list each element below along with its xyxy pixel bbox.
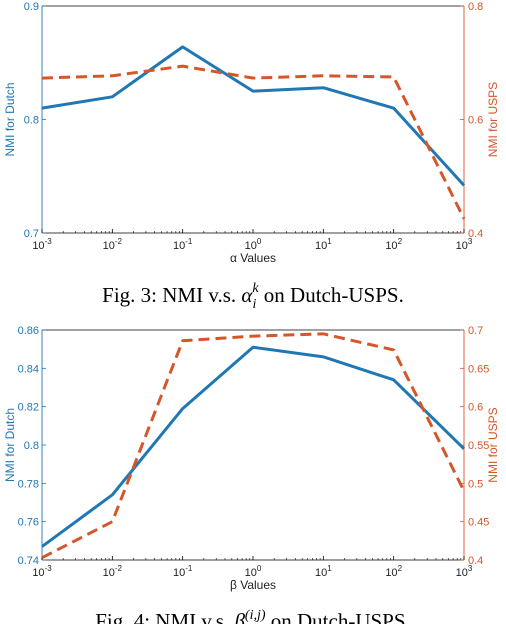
x-tick-label: 101 <box>315 564 332 579</box>
y-left-tick-label: 0.7 <box>24 228 39 240</box>
y-right-tick-label: 0.65 <box>468 363 489 375</box>
y-right-tick-label: 0.45 <box>468 517 489 529</box>
x-tick-exponent: 1 <box>327 237 332 246</box>
x-tick-label: 100 <box>245 237 262 252</box>
usps-series-line <box>41 332 466 560</box>
caption-symbol: β <box>233 609 245 624</box>
x-tick-exponent: -3 <box>45 237 53 246</box>
x-tick-label: 100 <box>245 564 262 579</box>
y-left-tick-label: 0.82 <box>18 402 39 414</box>
y-right-axis-label: NMI for USPS <box>486 82 500 157</box>
caption-symbol: α <box>241 283 253 307</box>
x-tick-base: 10 <box>103 567 115 579</box>
x-tick-base: 10 <box>173 240 185 252</box>
y-right-tick-label: 0.5 <box>468 478 483 490</box>
y-right-axis-label: NMI for USPS <box>486 407 500 482</box>
dutch-series-line <box>41 45 466 187</box>
x-tick-exponent: 3 <box>468 564 473 573</box>
figure-caption: Fig. 4: NMI v.s. β(i,j) on Dutch-USPS. <box>95 608 411 624</box>
y-left-tick-label: 0.8 <box>24 115 39 127</box>
y-right-tick-label: 0.4 <box>468 555 483 567</box>
x-tick-base: 10 <box>173 567 185 579</box>
caption-suffix: on Dutch-USPS. <box>266 609 411 624</box>
y-left-tick-label: 0.74 <box>18 555 39 567</box>
caption-prefix: Fig. 3: NMI v.s. <box>102 283 241 307</box>
x-axis-label: β Values <box>230 578 276 592</box>
x-tick-label: 103 <box>456 564 473 579</box>
x-tick-exponent: 0 <box>257 237 262 246</box>
y-left-tick-label: 0.76 <box>18 517 39 529</box>
x-tick-exponent: -1 <box>185 564 193 573</box>
x-tick-exponent: -2 <box>115 564 123 573</box>
x-tick-label: 10-3 <box>32 237 52 252</box>
x-tick-exponent: 0 <box>257 564 262 573</box>
y-right-tick-label: 0.4 <box>468 228 483 240</box>
x-tick-exponent: 3 <box>468 237 473 246</box>
y-left-tick-label: 0.9 <box>24 1 39 13</box>
x-axis-label: α Values <box>230 251 276 265</box>
x-tick-exponent: 2 <box>398 564 403 573</box>
caption-subscript: i <box>252 297 256 312</box>
x-tick-exponent: 2 <box>398 237 403 246</box>
dutch-series-line <box>41 345 466 548</box>
caption-prefix: Fig. 4: NMI v.s. <box>95 609 234 624</box>
x-tick-base: 10 <box>385 567 397 579</box>
figure-caption: Fig. 3: NMI v.s. αik on Dutch-USPS. <box>102 281 404 312</box>
x-tick-base: 10 <box>245 567 257 579</box>
x-tick-base: 10 <box>315 240 327 252</box>
x-tick-base: 10 <box>32 240 44 252</box>
y-left-axis-label: NMI for Dutch <box>3 82 17 156</box>
x-tick-base: 10 <box>385 240 397 252</box>
x-tick-label: 102 <box>385 237 402 252</box>
y-left-tick-label: 0.78 <box>18 478 39 490</box>
x-tick-base: 10 <box>315 567 327 579</box>
x-tick-base: 10 <box>456 240 468 252</box>
y-right-tick-label: 0.8 <box>468 1 483 13</box>
x-tick-label: 101 <box>315 237 332 252</box>
y-right-tick-label: 0.6 <box>468 115 483 127</box>
x-tick-label: 10-1 <box>173 564 193 579</box>
x-tick-label: 10-3 <box>32 564 52 579</box>
x-tick-label: 10-2 <box>103 237 123 252</box>
caption-superscript: k <box>252 281 259 296</box>
y-right-tick-label: 0.55 <box>468 440 489 452</box>
caption-superscript: (i,j) <box>245 608 266 623</box>
x-tick-label: 102 <box>385 564 402 579</box>
caption-suffix: on Dutch-USPS. <box>259 283 404 307</box>
y-left-tick-label: 0.8 <box>24 440 39 452</box>
usps-series-line <box>41 64 466 220</box>
y-left-tick-label: 0.84 <box>18 363 39 375</box>
x-tick-base: 10 <box>103 240 115 252</box>
y-right-tick-label: 0.7 <box>468 325 483 337</box>
y-right-tick-label: 0.6 <box>468 402 483 414</box>
x-tick-label: 103 <box>456 237 473 252</box>
x-tick-exponent: 1 <box>327 564 332 573</box>
x-tick-base: 10 <box>32 567 44 579</box>
x-tick-label: 10-1 <box>173 237 193 252</box>
x-tick-base: 10 <box>456 567 468 579</box>
x-tick-base: 10 <box>245 240 257 252</box>
x-tick-exponent: -1 <box>185 237 193 246</box>
y-left-axis-label: NMI for Dutch <box>3 408 17 482</box>
x-tick-label: 10-2 <box>103 564 123 579</box>
x-tick-exponent: -3 <box>45 564 53 573</box>
y-left-tick-label: 0.86 <box>18 325 39 337</box>
x-tick-exponent: -2 <box>115 237 123 246</box>
